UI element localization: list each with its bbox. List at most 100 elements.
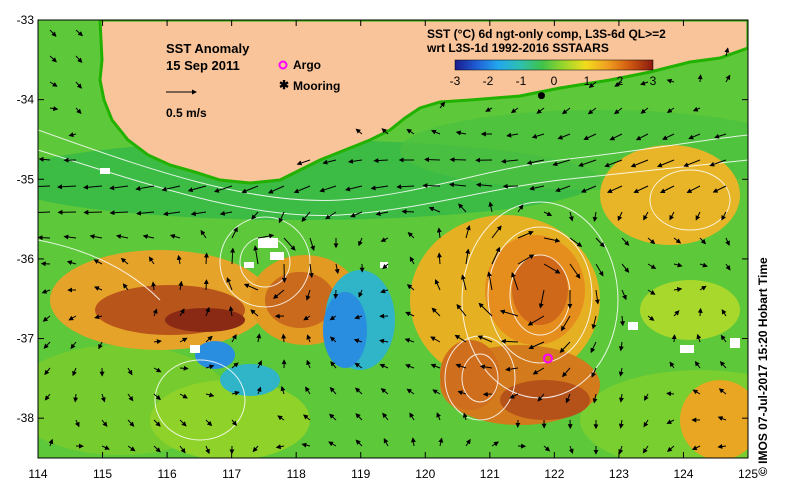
current-vector xyxy=(666,419,675,424)
current-vector xyxy=(333,289,339,300)
lat-tick-label: -36 xyxy=(17,252,35,266)
current-vector xyxy=(74,419,80,428)
current-vector xyxy=(604,159,623,168)
current-vector xyxy=(511,272,519,291)
current-vector xyxy=(70,341,77,350)
current-vector xyxy=(578,159,597,167)
current-vector xyxy=(691,445,701,450)
lon-tick-label: 122 xyxy=(544,467,564,481)
current-vector xyxy=(38,156,51,162)
current-vector xyxy=(231,362,239,369)
current-vector xyxy=(407,231,415,239)
current-vector xyxy=(176,254,182,265)
current-vector xyxy=(306,334,312,343)
current-vector xyxy=(583,133,597,140)
current-vector xyxy=(633,185,649,193)
current-vector xyxy=(153,419,161,427)
current-vector xyxy=(355,387,363,395)
current-vector xyxy=(152,308,158,317)
current-vector xyxy=(382,412,389,421)
current-vector xyxy=(543,445,551,452)
current-vector xyxy=(543,237,561,243)
current-vector xyxy=(529,185,545,191)
current-vector xyxy=(68,132,77,138)
current-vector xyxy=(379,338,389,344)
current-vector xyxy=(253,245,259,265)
current-vector xyxy=(347,158,363,164)
current-vector xyxy=(256,386,262,395)
current-vector xyxy=(569,263,581,279)
current-vector xyxy=(565,393,571,404)
map-date: 15 Sep 2011 xyxy=(166,58,240,73)
current-vector xyxy=(44,367,51,376)
current-vector xyxy=(460,274,467,291)
current-vector xyxy=(319,185,337,193)
current-vector xyxy=(153,367,162,373)
current-vector xyxy=(379,363,389,369)
lat-tick-label: -37 xyxy=(17,332,35,346)
current-vector xyxy=(457,390,467,396)
current-vector xyxy=(517,231,534,239)
current-vector xyxy=(724,47,730,57)
current-vector xyxy=(354,314,363,320)
current-vector xyxy=(358,237,363,247)
current-vector xyxy=(640,107,649,114)
current-vector xyxy=(721,211,727,221)
current-vector xyxy=(200,229,207,239)
current-vector xyxy=(719,361,727,369)
current-vector xyxy=(621,263,630,273)
lat-tick-label: -33 xyxy=(17,13,35,27)
current-vector xyxy=(592,211,598,223)
current-vector xyxy=(692,389,701,395)
current-vector xyxy=(373,158,389,164)
current-vector xyxy=(660,185,675,193)
current-vector xyxy=(278,211,285,224)
current-vector xyxy=(383,438,389,447)
current-vector xyxy=(662,133,675,140)
product-line-2: wrt L3S-1d 1992-2016 SSTAARS xyxy=(426,41,609,55)
colorbar-tick-label: -1 xyxy=(516,74,527,88)
current-vector xyxy=(509,393,519,399)
lon-tick-label: 119 xyxy=(351,467,370,481)
current-vector xyxy=(330,361,337,369)
current-vector xyxy=(205,419,213,427)
current-vector xyxy=(666,107,675,114)
current-vector xyxy=(666,391,675,397)
current-vector xyxy=(699,262,708,268)
colorbar-tick-label: 2 xyxy=(617,74,624,88)
lon-tick-label: 120 xyxy=(415,467,435,481)
current-vector xyxy=(552,159,571,167)
current-vector xyxy=(179,445,186,454)
current-vector xyxy=(491,441,500,447)
argo-float-marker xyxy=(542,353,553,364)
current-vector xyxy=(268,185,285,194)
current-vector xyxy=(380,388,389,395)
current-vector xyxy=(153,339,162,345)
current-vector xyxy=(148,256,155,265)
lon-tick-label: 117 xyxy=(222,467,241,481)
current-vector xyxy=(231,390,240,396)
current-vector xyxy=(647,237,656,245)
current-vector xyxy=(109,185,129,191)
current-vector xyxy=(75,55,83,63)
current-vector xyxy=(120,257,129,265)
current-vector xyxy=(63,234,77,240)
current-vector xyxy=(619,315,625,327)
current-vector xyxy=(93,259,103,265)
current-vector xyxy=(380,288,389,294)
current-vector xyxy=(230,247,236,265)
current-vector xyxy=(301,442,311,448)
current-vector xyxy=(256,333,262,343)
current-vector xyxy=(43,341,51,349)
current-vector xyxy=(280,385,286,395)
legend-argo-label: Argo xyxy=(293,58,321,72)
current-vector xyxy=(505,366,519,372)
lon-tick-label: 124 xyxy=(673,467,693,481)
current-vector xyxy=(561,315,571,332)
current-vector xyxy=(485,107,493,112)
current-vector xyxy=(527,315,545,326)
current-vector xyxy=(136,210,155,216)
current-vector xyxy=(559,341,571,354)
current-vector xyxy=(179,337,188,343)
current-vector xyxy=(344,185,363,192)
